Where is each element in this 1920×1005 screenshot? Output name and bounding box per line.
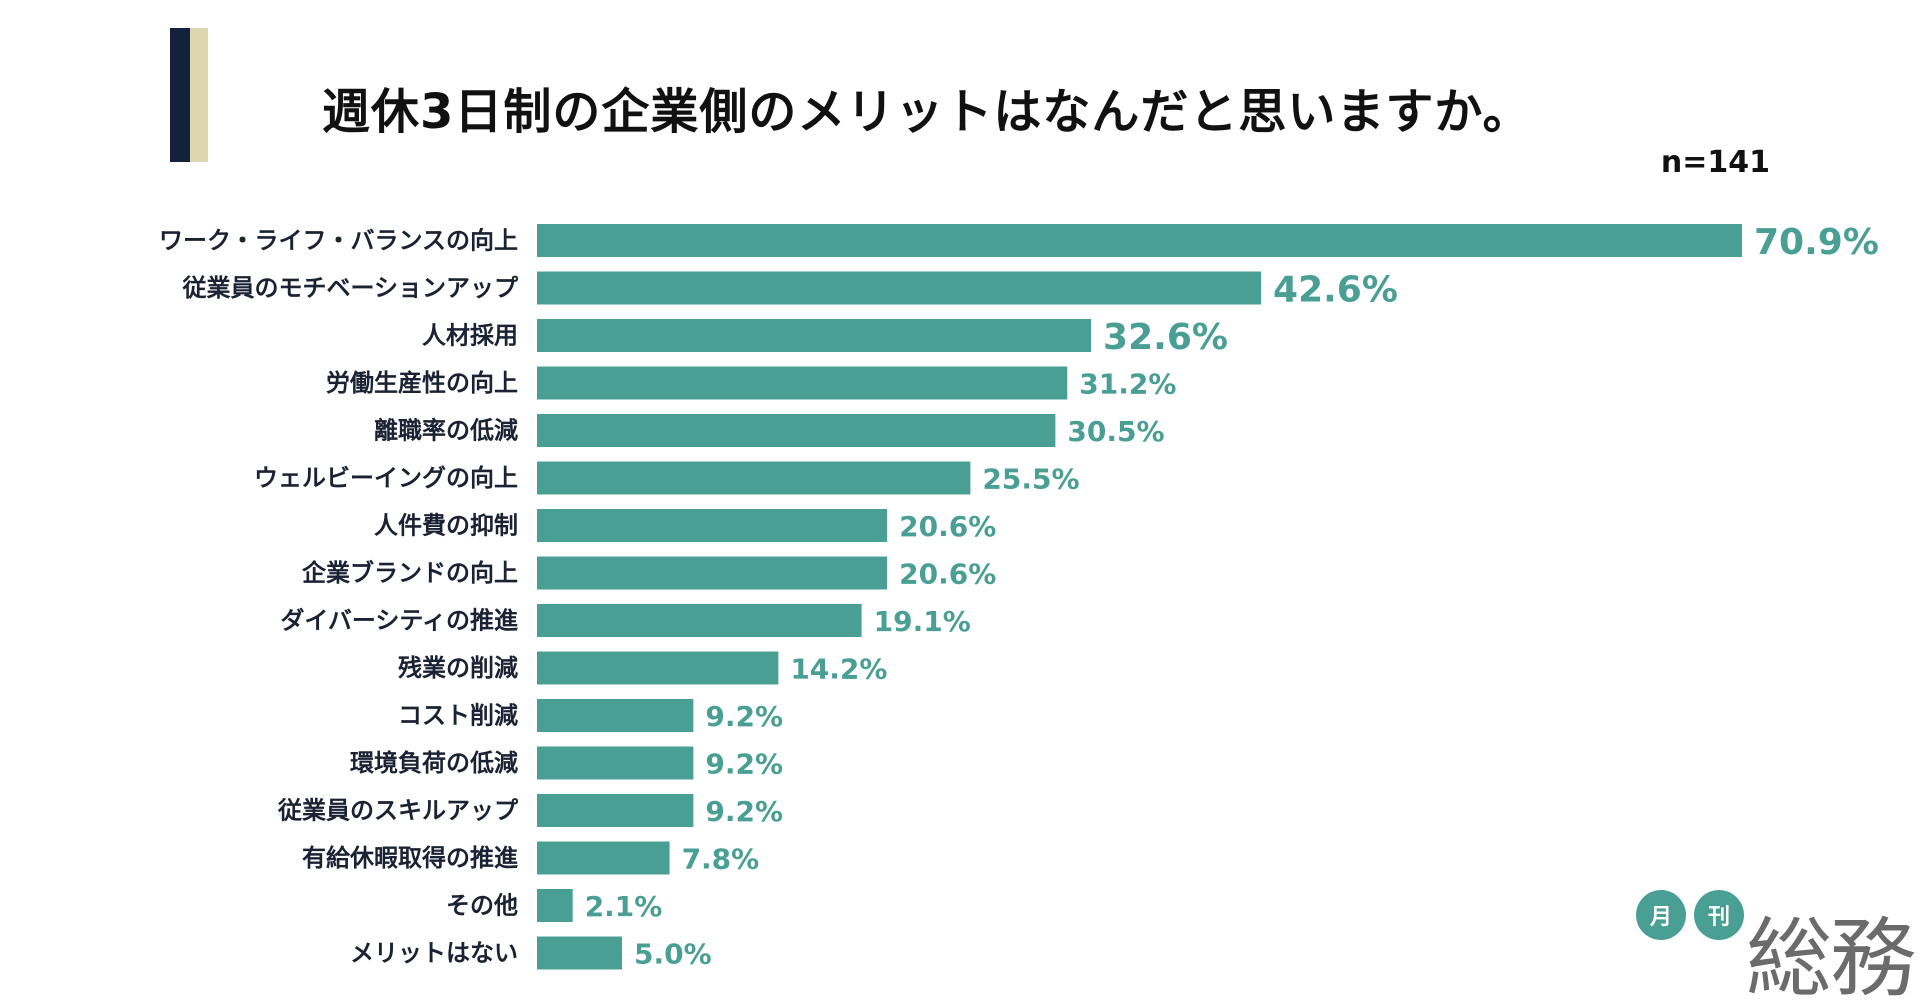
accent-stripe-dark [170, 28, 190, 162]
value-label: 2.1% [585, 890, 663, 923]
bar [537, 224, 1742, 257]
category-label: 環境負荷の低減 [350, 749, 518, 777]
value-label: 25.5% [982, 463, 1079, 496]
category-label: ワーク・ライフ・バランスの向上 [159, 227, 518, 255]
category-label: 離職率の低減 [374, 417, 518, 445]
bar [537, 271, 1262, 305]
value-label: 9.2% [705, 700, 783, 733]
chart-title: 週休3日制の企業側のメリットはなんだと思いますか。 [322, 84, 1532, 140]
value-label: 42.6% [1273, 270, 1398, 311]
value-label: 32.6% [1103, 317, 1228, 358]
logo-circle-month: 月 [1636, 890, 1686, 940]
publisher-logo: 月 刊 総務 [1636, 882, 1916, 1005]
bar [537, 461, 971, 495]
bar [537, 841, 670, 875]
value-label: 30.5% [1067, 415, 1164, 448]
bar [537, 366, 1068, 400]
logo-circle-publish: 刊 [1694, 890, 1744, 940]
category-label: 従業員のモチベーションアップ [181, 274, 519, 302]
category-label: その他 [446, 892, 518, 920]
logo-wordmark: 総務 [1746, 909, 1916, 1005]
value-label: 19.1% [874, 605, 971, 638]
bar [537, 556, 888, 590]
bar [537, 604, 862, 637]
category-label: コスト削減 [398, 702, 518, 730]
value-label: 20.6% [899, 510, 996, 543]
bar [537, 414, 1056, 447]
value-label: 5.0% [634, 938, 712, 971]
category-label: 労働生産性の向上 [326, 369, 518, 397]
bar [537, 651, 779, 685]
category-label: 残業の削減 [398, 654, 518, 682]
bar [537, 319, 1092, 352]
category-label: 企業ブランドの向上 [302, 559, 518, 587]
category-label: メリットはない [350, 939, 518, 967]
value-label: 9.2% [705, 748, 783, 781]
bar [537, 746, 694, 780]
category-label: 人材採用 [422, 322, 518, 350]
bar [537, 509, 888, 542]
value-label: 31.2% [1079, 368, 1176, 401]
category-label: 有給休暇取得の推進 [302, 844, 518, 872]
value-label: 70.9% [1754, 222, 1879, 263]
bar [537, 936, 622, 970]
category-label: 人件費の抑制 [374, 512, 518, 540]
value-label: 20.6% [899, 558, 996, 591]
bar [537, 794, 694, 827]
value-label: 7.8% [682, 843, 760, 876]
category-label: ウェルビーイングの向上 [254, 464, 518, 492]
value-label: 14.2% [790, 653, 887, 686]
bar [537, 699, 694, 732]
bar [537, 889, 573, 922]
sample-size-label: n=141 [1660, 145, 1770, 180]
category-label: 従業員のスキルアップ [277, 797, 519, 825]
category-label: ダイバーシティの推進 [280, 607, 518, 635]
accent-stripe-gold [190, 28, 208, 162]
value-label: 9.2% [705, 795, 783, 828]
